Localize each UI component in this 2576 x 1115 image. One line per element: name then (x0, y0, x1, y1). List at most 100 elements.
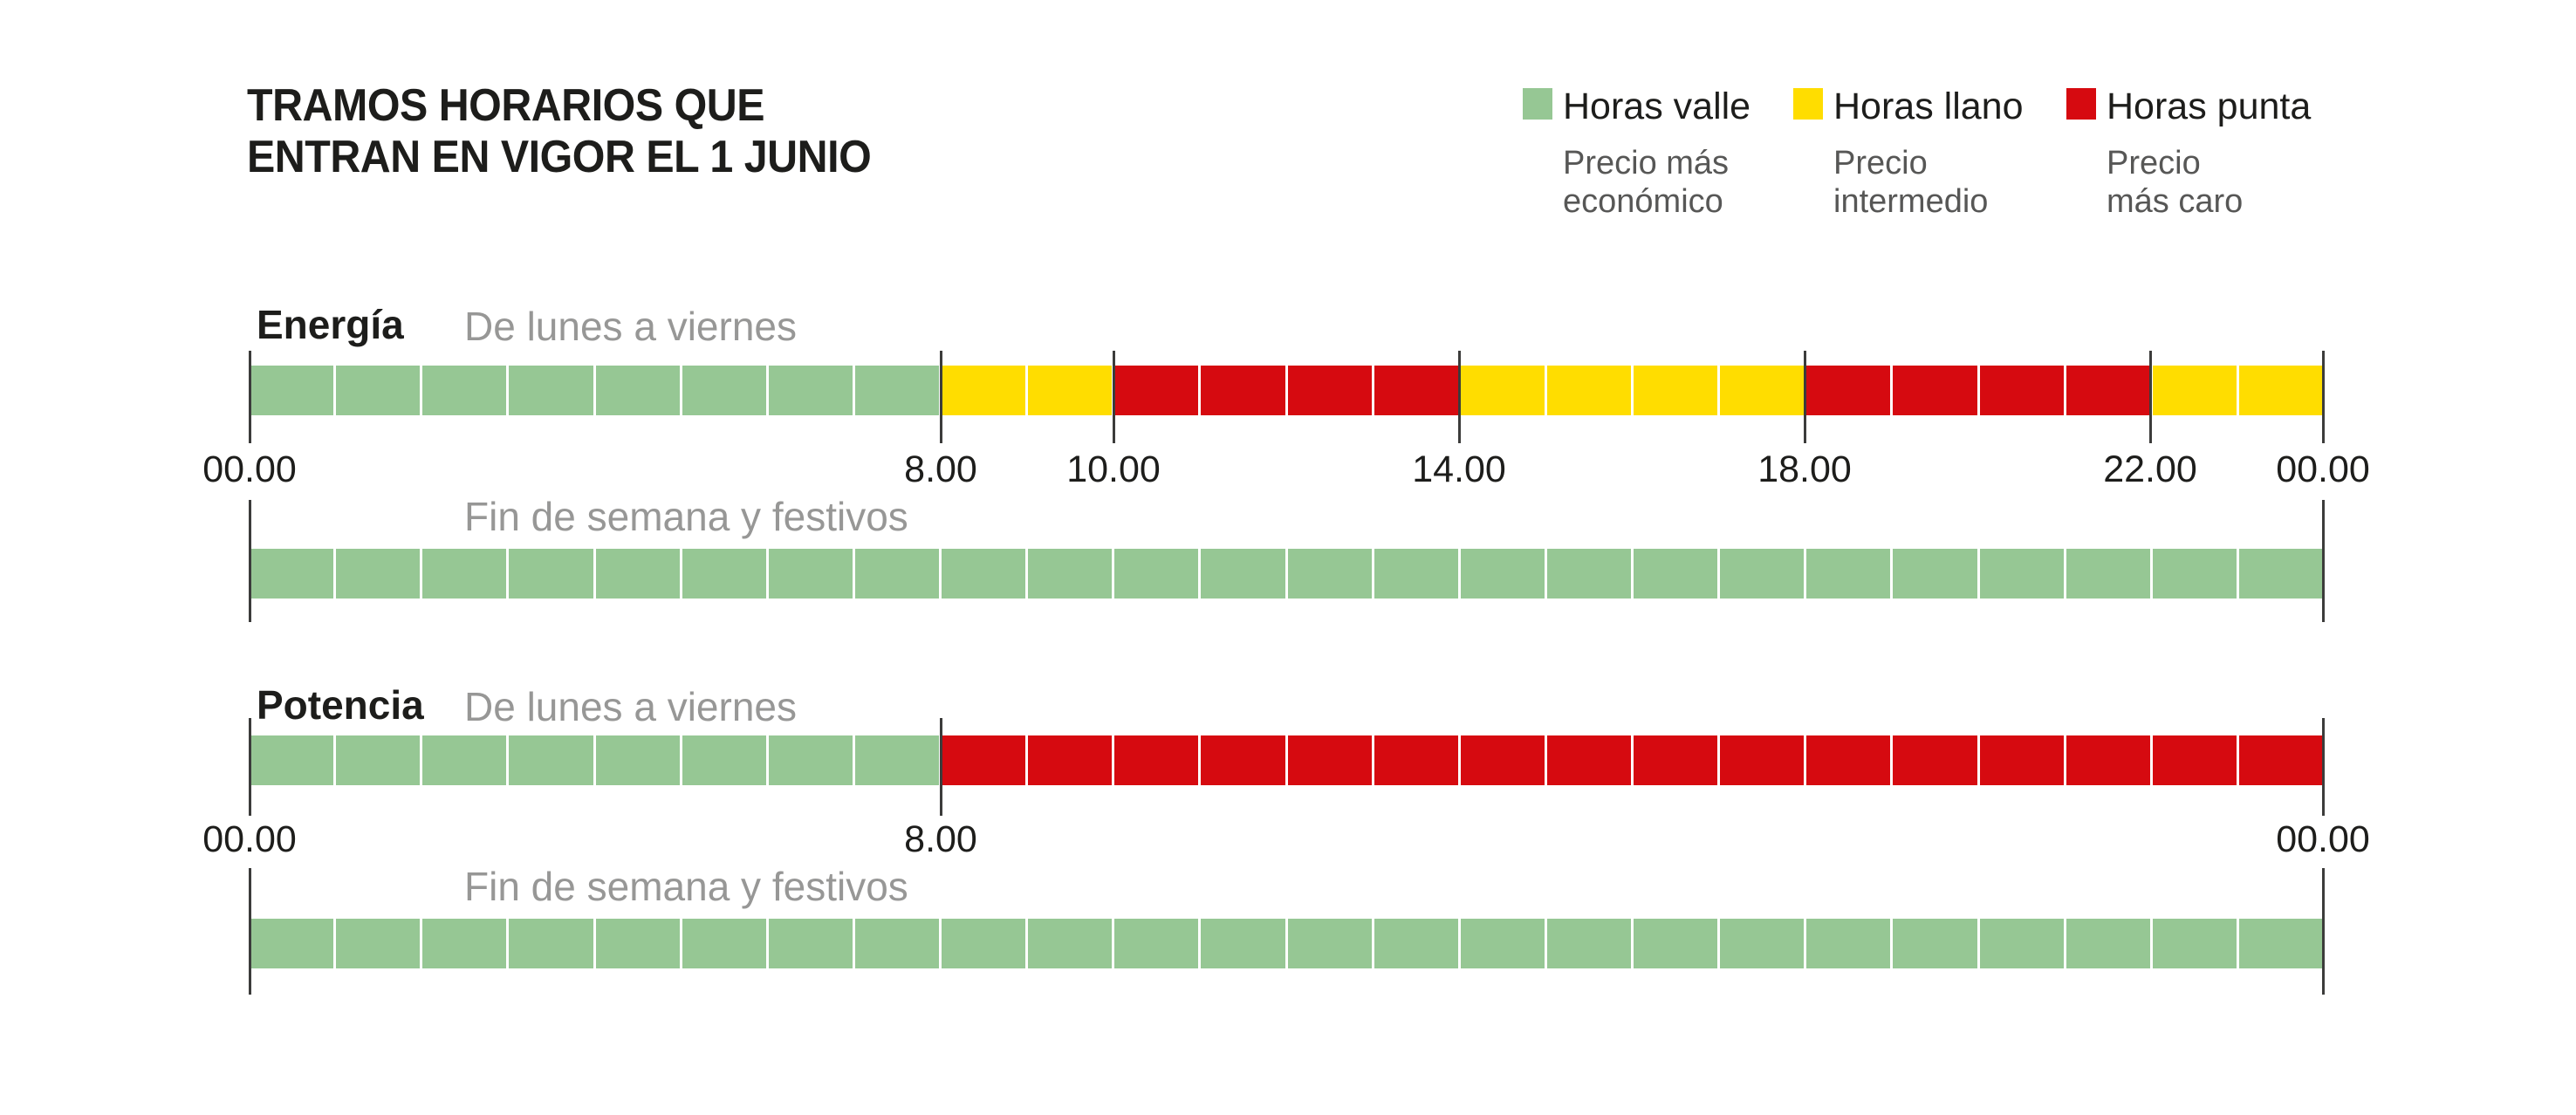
title-line-2: ENTRAN EN VIGOR EL 1 JUNIO (247, 132, 872, 182)
hour-cell-valle (250, 919, 334, 968)
legend-item-llano: Horas llano Precio intermedio (1793, 88, 2024, 221)
hour-cell-llano (2238, 366, 2323, 415)
hour-cell-llano (1634, 366, 1718, 415)
legend-desc-line-2: más caro (2107, 183, 2244, 220)
hour-cell-valle (1720, 549, 1805, 599)
hour-cell-valle (336, 919, 421, 968)
hour-cell-valle (1287, 919, 1372, 968)
hour-cell-punta (1634, 735, 1718, 785)
hour-cell-valle (1114, 919, 1199, 968)
hour-cell-valle (768, 366, 853, 415)
hour-cell-valle (1374, 549, 1458, 599)
hour-cell-punta (2066, 735, 2150, 785)
hour-cell-llano (942, 366, 1026, 415)
hour-cell-valle (2152, 919, 2237, 968)
hour-cell-llano (1460, 366, 1545, 415)
hour-cell-punta (1374, 366, 1458, 415)
hour-cell-valle (250, 549, 334, 599)
tick-line (248, 718, 251, 816)
hour-cell-valle (2238, 549, 2323, 599)
legend-label: Horas punta (2107, 86, 2312, 127)
hour-cell-punta (942, 735, 1026, 785)
hour-cell-valle (1287, 549, 1372, 599)
legend-desc-line-2: económico (1563, 183, 1723, 220)
legend-label: Horas llano (1833, 86, 2024, 127)
hour-cell-valle (1893, 919, 1977, 968)
hour-cell-valle (509, 366, 593, 415)
tick-line (2148, 351, 2152, 443)
hour-cell-valle (1374, 919, 1458, 968)
section-title-energia: Energía (257, 302, 404, 347)
hour-cell-punta (1287, 735, 1372, 785)
hour-cell-punta (1979, 735, 2064, 785)
row-label-energia-weekdays: De lunes a viernes (464, 304, 797, 349)
tick-line (248, 868, 251, 995)
hour-bar (250, 549, 2323, 599)
hour-cell-valle (1546, 549, 1631, 599)
legend-head: Horas llano (1793, 86, 2024, 127)
hour-cell-valle (422, 366, 507, 415)
legend-desc-line-1: Precio (1833, 145, 1928, 181)
hour-cell-valle (682, 549, 766, 599)
row-label-potencia-weekend: Fin de semana y festivos (464, 864, 908, 909)
hour-cell-valle (1460, 919, 1545, 968)
row-label-energia-weekend: Fin de semana y festivos (464, 494, 908, 539)
hour-cell-valle (595, 735, 680, 785)
legend-label: Horas valle (1563, 86, 1751, 127)
hour-cell-punta (1806, 735, 1891, 785)
section-title-potencia: Potencia (257, 682, 424, 728)
hour-cell-valle (1460, 549, 1545, 599)
hour-cell-punta (2238, 735, 2323, 785)
hour-cell-valle (768, 919, 853, 968)
axis-label: 00.00 (202, 448, 297, 490)
hour-cell-punta (1201, 735, 1285, 785)
hour-cell-punta (1460, 735, 1545, 785)
tick-line (2321, 718, 2325, 816)
legend-item-valle: Horas valle Precio más económico (1523, 88, 1750, 221)
hour-cell-valle (422, 919, 507, 968)
hour-cell-punta (1114, 735, 1199, 785)
hour-cell-valle (768, 549, 853, 599)
hour-cell-valle (854, 735, 939, 785)
hour-cell-valle (854, 366, 939, 415)
legend-description: Precio intermedio (1833, 144, 2024, 221)
hour-cell-valle (1114, 549, 1199, 599)
hour-cell-valle (1893, 549, 1977, 599)
hour-bar (250, 366, 2323, 415)
legend-head: Horas punta (2066, 86, 2312, 127)
hour-cell-valle (1028, 549, 1113, 599)
tick-line (1457, 351, 1461, 443)
hour-cell-valle (250, 366, 334, 415)
page-title: TRAMOS HORARIOS QUE ENTRAN EN VIGOR EL 1… (247, 80, 872, 183)
hour-cell-llano (1546, 366, 1631, 415)
hour-cell-valle (422, 735, 507, 785)
hour-cell-valle (595, 549, 680, 599)
hour-cell-llano (1028, 366, 1113, 415)
axis-label: 22.00 (2103, 448, 2197, 490)
hour-cell-valle (422, 549, 507, 599)
hour-cell-valle (1806, 549, 1891, 599)
hour-bar (250, 919, 2323, 968)
hour-cell-punta (1893, 366, 1977, 415)
axis-label: 14.00 (1412, 448, 1506, 490)
hour-cell-punta (1201, 366, 1285, 415)
hour-cell-valle (509, 735, 593, 785)
tick-line (248, 500, 251, 622)
legend-description: Precio más caro (2107, 144, 2311, 221)
hour-cell-valle (1028, 919, 1113, 968)
hour-cell-punta (2152, 735, 2237, 785)
hour-cell-valle (2238, 919, 2323, 968)
hour-cell-valle (250, 735, 334, 785)
hour-cell-valle (942, 549, 1026, 599)
legend-head: Horas valle (1523, 86, 1751, 127)
hour-cell-punta (1374, 735, 1458, 785)
tick-line (939, 351, 942, 443)
axis-label: 8.00 (904, 818, 977, 860)
hour-cell-valle (595, 919, 680, 968)
hour-cell-valle (595, 366, 680, 415)
legend-desc-line-1: Precio (2107, 145, 2201, 181)
punta-color-swatch-icon (2066, 88, 2096, 120)
